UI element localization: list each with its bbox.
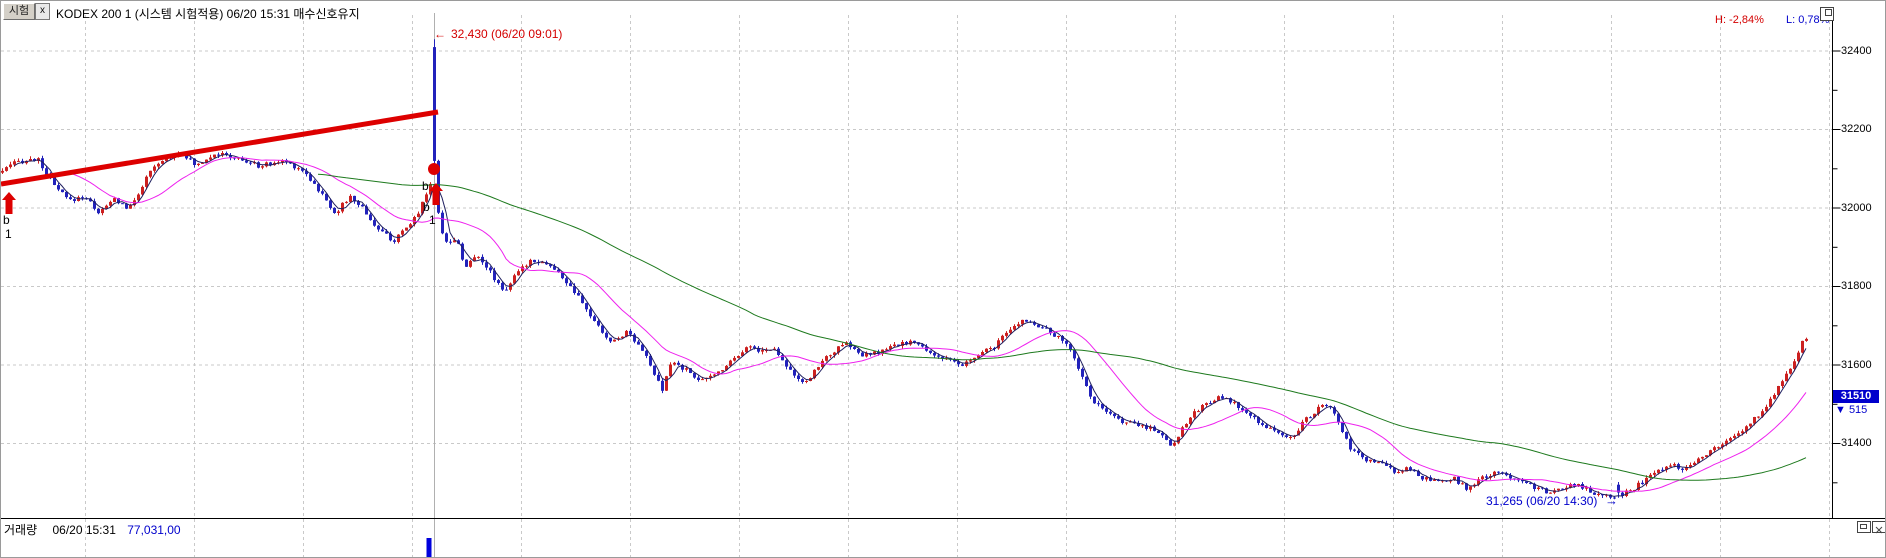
volume-bars	[426, 538, 432, 557]
panel-divider[interactable]	[1, 518, 1885, 519]
panel-close-icon[interactable]	[1872, 521, 1885, 534]
signal-label: b	[3, 213, 10, 227]
high-annotation-text: 32,430 (06/20 09:01)	[451, 27, 563, 41]
gridlines	[1, 15, 1832, 557]
y-axis-label: 32400	[1841, 44, 1872, 57]
y-axis-label: 32200	[1841, 123, 1872, 135]
panel-restore-icon[interactable]	[1857, 521, 1871, 533]
close-icon[interactable]: x	[35, 3, 50, 20]
signal-label: b	[422, 179, 429, 193]
low-annotation-text: 31,265 (06/20 14:30)	[1486, 494, 1598, 508]
candlesticks	[1, 39, 1808, 500]
signal-label: 1	[5, 227, 12, 241]
test-mode-tag-button[interactable]: 시험	[3, 3, 35, 20]
y-axis-label: 31600	[1841, 358, 1872, 371]
arrow-right-icon: →	[1605, 493, 1618, 508]
signal-label: b	[423, 200, 430, 214]
volume-header: 거래량 06/20 15:31 77,031,00	[4, 521, 181, 538]
arrow-left-icon: ←	[434, 27, 446, 41]
buy-arrow-icon	[429, 183, 443, 205]
price-axis	[1832, 11, 1841, 519]
y-axis-label: 32000	[1841, 201, 1872, 214]
volume-time: 06/20 15:31	[52, 523, 116, 537]
high-annotation: ← 32,430 (06/20 09:01)	[434, 27, 562, 41]
volume-label: 거래량	[4, 523, 38, 537]
y-axis-label: 31800	[1841, 280, 1872, 292]
y-axis-label: 31400	[1841, 437, 1872, 449]
window-title: KODEX 200 1 (시스템 시험적용) 06/20 15:31 매수신호유…	[56, 7, 360, 21]
last-price-badge: 31510	[1833, 390, 1879, 403]
session-high-percent: H: -2,84%	[1715, 14, 1764, 26]
signal-label: 1	[429, 213, 436, 227]
restore-window-icon[interactable]	[1820, 7, 1834, 21]
moving-average-fast	[13, 153, 1807, 497]
volume-value: 77,031,00	[127, 523, 181, 537]
moving-average-slow	[317, 173, 1807, 481]
trend-line[interactable]	[1, 109, 439, 187]
price-change-indicator: ▼ 515	[1835, 404, 1868, 416]
buy-arrow-icon	[2, 192, 16, 214]
signal-dot-icon	[428, 163, 440, 175]
moving-average-medium	[69, 157, 1807, 492]
session-low-percent: L: 0,78%	[1786, 14, 1830, 26]
